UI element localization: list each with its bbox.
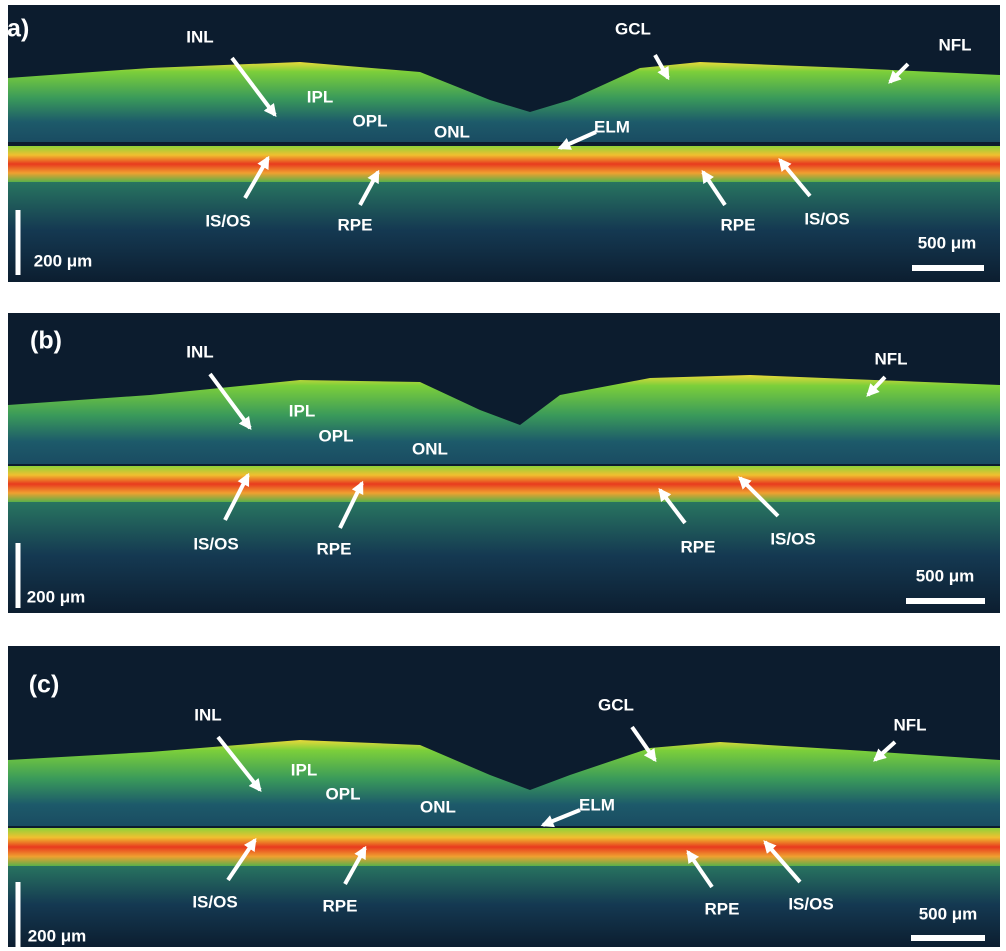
scale-bar-label: 200 μm xyxy=(27,587,86,606)
layer-annotation: RPE xyxy=(705,899,740,918)
layer-annotation: NFL xyxy=(938,35,971,54)
layer-annotation: IPL xyxy=(289,401,315,420)
layer-annotation: GCL xyxy=(615,19,651,38)
panel-label: (a) xyxy=(0,15,29,43)
oct-panel: (c) INL IPL OPL ONL GCL ELM NFL IS/OS RPE RPE IS/OS… xyxy=(8,646,1000,948)
layer-annotation: OPL xyxy=(319,426,354,445)
layer-annotation: INL xyxy=(186,342,213,361)
layer-annotation: IS/OS xyxy=(788,894,833,913)
layer-annotation: RPE xyxy=(721,215,756,234)
layer-annotation: ONL xyxy=(412,439,448,458)
layer-annotation: GCL xyxy=(598,695,634,714)
layer-annotation: NFL xyxy=(874,349,907,368)
scale-bar-label: 200 μm xyxy=(28,926,87,945)
layer-annotation: RPE xyxy=(317,539,352,558)
choroid xyxy=(8,498,1000,613)
layer-annotation: ONL xyxy=(420,797,456,816)
layer-annotation: ONL xyxy=(434,122,470,141)
rpe-layer xyxy=(8,146,1000,182)
scale-bar-label: 200 μm xyxy=(34,251,93,270)
rpe-layer xyxy=(8,828,1000,866)
layer-annotation: IPL xyxy=(307,87,333,106)
layer-annotation: IPL xyxy=(291,760,317,779)
layer-annotation: INL xyxy=(194,705,221,724)
layer-annotation: IS/OS xyxy=(804,209,849,228)
layer-annotation: RPE xyxy=(338,215,373,234)
layer-annotation: IS/OS xyxy=(192,892,237,911)
layer-annotation: IS/OS xyxy=(193,534,238,553)
panel-label: (c) xyxy=(29,671,60,699)
layer-annotation: INL xyxy=(186,27,213,46)
layer-annotation: OPL xyxy=(326,784,361,803)
layer-annotation: ELM xyxy=(594,117,630,136)
layer-annotation: RPE xyxy=(681,537,716,556)
layer-annotation: ELM xyxy=(579,795,615,814)
layer-annotation: IS/OS xyxy=(205,211,250,230)
layer-annotation: RPE xyxy=(323,896,358,915)
panel-label: (b) xyxy=(30,327,62,355)
scale-bar-label: 500 μm xyxy=(919,904,978,923)
scale-bar-label: 500 μm xyxy=(916,566,975,585)
layer-annotation: OPL xyxy=(353,111,388,130)
rpe-layer xyxy=(8,466,1000,502)
choroid xyxy=(8,178,1000,282)
layer-annotation: IS/OS xyxy=(770,529,815,548)
oct-panel: (a) INL IPL OPL ONL GCL NFL ELM IS/OS RPE RPE IS/OS… xyxy=(0,5,1000,282)
choroid xyxy=(8,862,1000,947)
layer-annotation: NFL xyxy=(893,715,926,734)
figure: (a)INLIPLOPLONLGCLNFLELMIS/OSRPERPEIS/OS… xyxy=(0,0,1006,951)
scale-bar-label: 500 μm xyxy=(918,233,977,252)
